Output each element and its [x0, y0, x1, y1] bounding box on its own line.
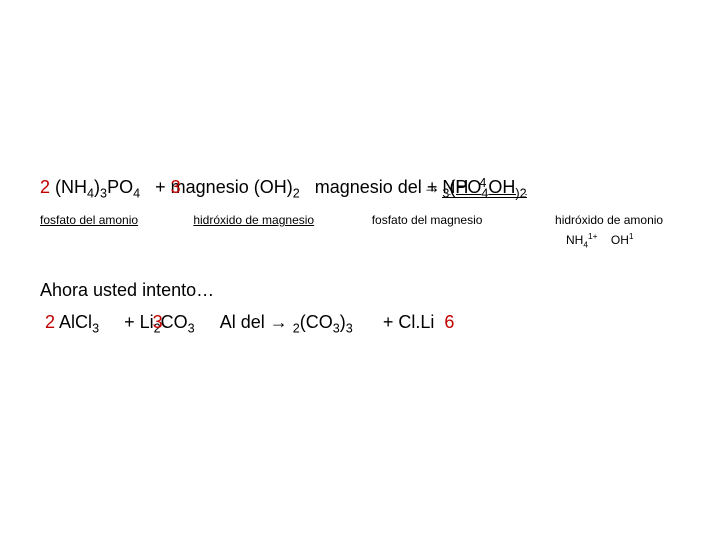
sub4b: 4 [479, 175, 486, 193]
subscript: 3 [188, 322, 195, 336]
subscript: 4 [133, 187, 140, 201]
plus-sign: + [124, 312, 135, 332]
overlap-4: 44 [481, 175, 488, 203]
ion2-base: OH [611, 233, 629, 247]
ion2-sup: 1 [629, 231, 634, 241]
subscript: 4 [87, 187, 94, 201]
subscript: 3 [100, 187, 107, 201]
subscript: 2 [293, 322, 300, 336]
eq2-product-a: Al del [220, 312, 265, 332]
eq1-coef-d: 6 [660, 175, 670, 200]
eq2-reactant-a: AlCl [59, 312, 92, 332]
text-co: CO [161, 312, 188, 332]
coef-overlay: 3 [171, 175, 181, 200]
eq1-reactant-b: agnesio (OH) [186, 177, 293, 197]
eq2-product-b: Cl.Li [398, 312, 434, 332]
subscript: 2 [293, 187, 300, 201]
eq2-coef-d: 6 [444, 312, 454, 332]
plus-sign: + [383, 312, 394, 332]
subscript: 2 [520, 187, 527, 201]
nh-text: NH [442, 175, 468, 200]
ion1-base: NH [566, 233, 583, 247]
arrow-icon: → [270, 312, 288, 332]
eq1-product-a: magnesio del [315, 177, 422, 197]
eq1-coef-a: 2 [40, 177, 50, 197]
ion-formulas: NH41+ OH1 [566, 231, 700, 249]
ion1-sup: 1+ [588, 231, 598, 241]
text-fragment: (NH [55, 177, 87, 197]
label-hidroxido-amonio: hidróxido de amonio [555, 213, 700, 227]
label-fosfato-magnesio: fosfato del magnesio [372, 213, 532, 227]
prompt-text: Ahora usted intento… [40, 276, 700, 305]
text-fragment: PO [107, 177, 133, 197]
eq1-coef-b-overlay: m 3 [171, 175, 186, 200]
overlap-group: 3 NH [442, 175, 449, 203]
plus-sign: + [155, 177, 166, 197]
eq1-product-b: 3 NH (PO44OH)2 [442, 177, 526, 198]
coef-overlay: 3 [153, 308, 163, 337]
text-co: (CO [300, 312, 333, 332]
subscript: 3 [333, 322, 340, 336]
eq2-reactant-b: Li [140, 312, 154, 332]
eq2-coef-b-overlay: 23 [154, 308, 161, 339]
eq1-reactant-a: (NH4)3PO4 [55, 177, 145, 197]
eq1-arrow-plus: + → [427, 175, 438, 200]
arrow-icon: → [423, 175, 441, 200]
label-fosfato-amonio: fosfato del amonio [40, 213, 180, 227]
eq2-coef-a: 2 [45, 312, 55, 332]
label-hidroxido-magnesio: hidróxido de magnesio [193, 213, 358, 227]
subscript: 3 [92, 322, 99, 336]
subscript: 3 [346, 322, 353, 336]
